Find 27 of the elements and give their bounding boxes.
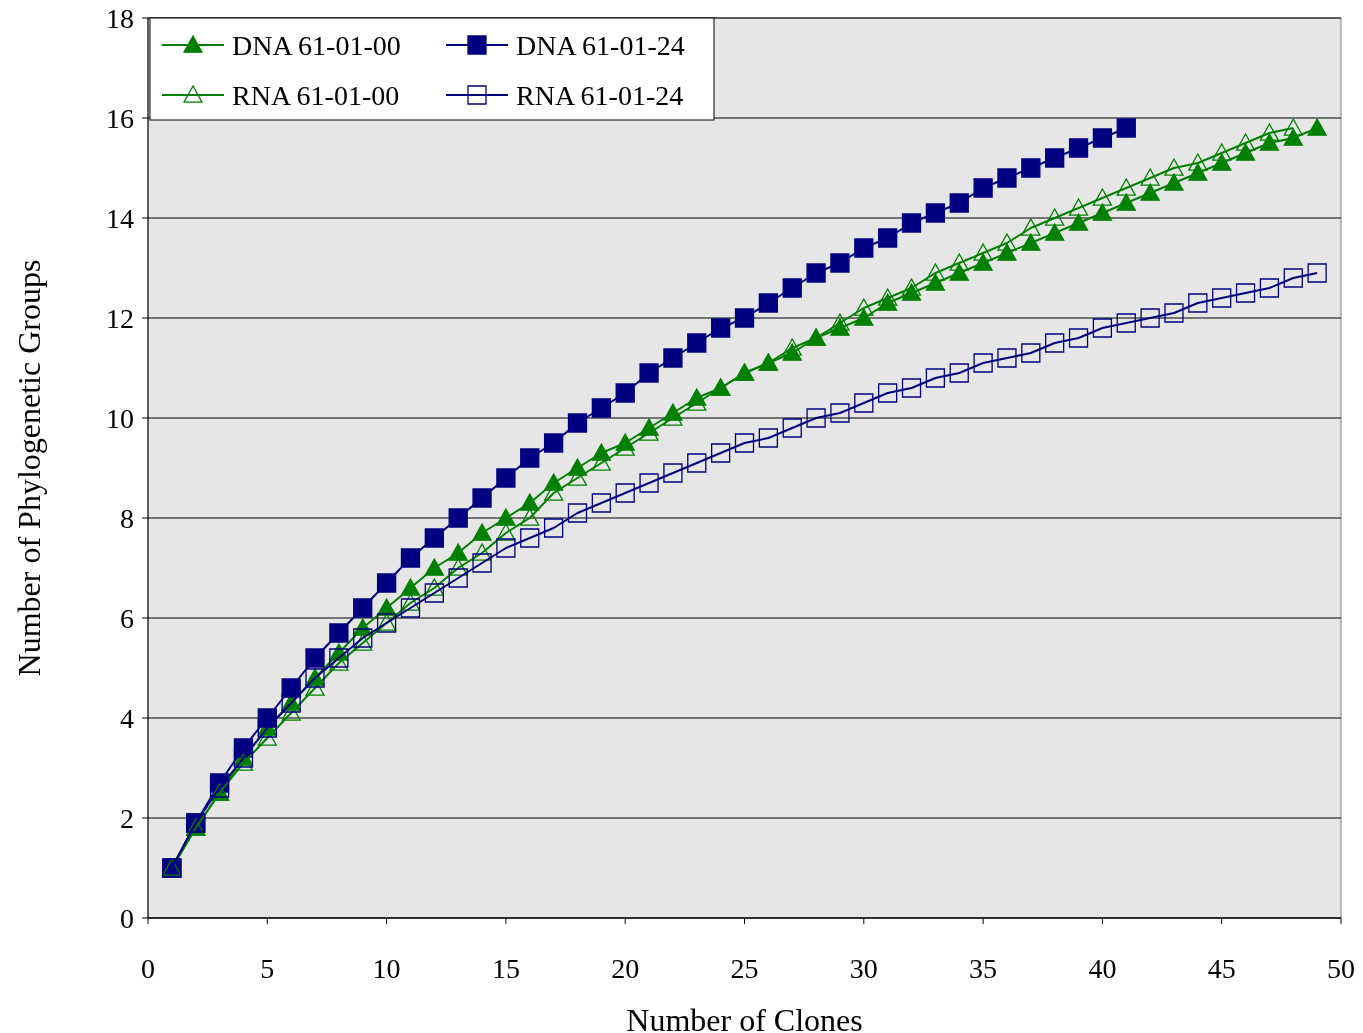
- x-tick-label: 35: [969, 953, 998, 984]
- x-tick-label: 40: [1088, 953, 1117, 984]
- legend-label: RNA 61-01-24: [516, 80, 684, 111]
- legend-label: RNA 61-01-00: [232, 80, 400, 111]
- legend-label: DNA 61-01-24: [516, 30, 685, 61]
- x-tick-label: 25: [730, 953, 759, 984]
- y-tick-label: 12: [106, 303, 134, 334]
- x-tick-label: 10: [372, 953, 401, 984]
- y-tick-label: 18: [106, 3, 134, 34]
- y-tick-label: 0: [120, 903, 134, 934]
- x-tick-label: 0: [141, 953, 155, 984]
- legend-label: DNA 61-01-00: [232, 30, 401, 61]
- y-tick-label: 4: [120, 703, 134, 734]
- x-tick-label: 50: [1327, 953, 1355, 984]
- y-tick-label: 16: [106, 103, 134, 134]
- y-tick-label: 10: [106, 403, 134, 434]
- x-tick-label: 5: [260, 953, 275, 984]
- x-tick-label: 30: [849, 953, 878, 984]
- y-tick-label: 14: [106, 203, 134, 234]
- y-tick-label: 2: [120, 803, 134, 834]
- y-tick-label: 6: [120, 603, 134, 634]
- x-tick-label: 45: [1207, 953, 1236, 984]
- x-tick-label: 15: [491, 953, 520, 984]
- y-tick-label: 8: [120, 503, 134, 534]
- x-axis-title: Number of Clones: [626, 1002, 863, 1033]
- x-tick-label: 20: [611, 953, 640, 984]
- y-axis-title: Number of Phylogenetic Groups: [11, 259, 47, 677]
